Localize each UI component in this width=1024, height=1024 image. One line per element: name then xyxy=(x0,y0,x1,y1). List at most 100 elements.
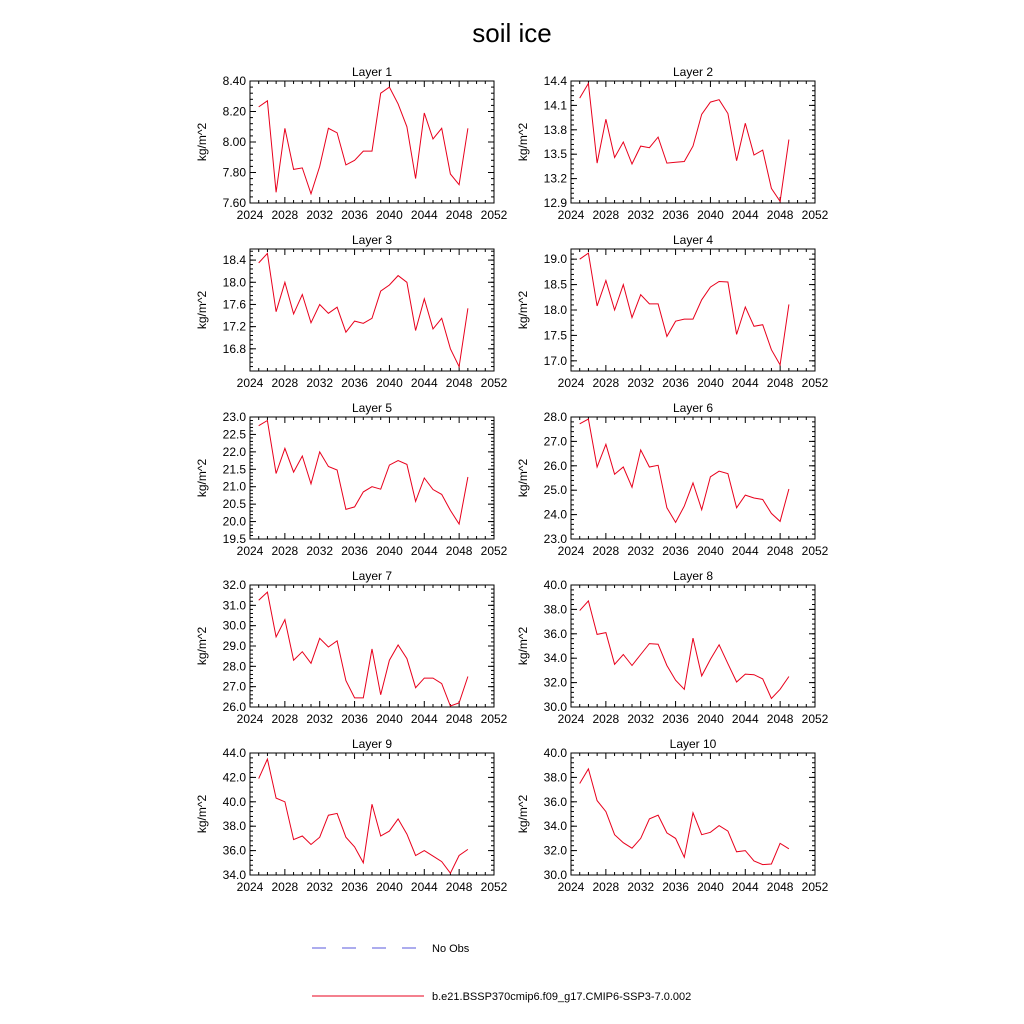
y-tick-label: 17.5 xyxy=(544,328,568,342)
y-axis-label: kg/m^2 xyxy=(195,627,209,666)
panel-title: Layer 9 xyxy=(352,737,392,751)
series-line xyxy=(579,81,790,203)
x-tick-label: 2036 xyxy=(662,544,689,558)
panel-title: Layer 6 xyxy=(673,401,713,415)
y-tick-label: 21.5 xyxy=(223,462,247,476)
series-line xyxy=(258,252,469,369)
y-tick-label: 31.0 xyxy=(223,598,247,612)
legend: No Obs b.e21.BSSP370cmip6.f09_g17.CMIP6-… xyxy=(312,943,691,1003)
x-tick-label: 2028 xyxy=(593,880,620,894)
x-tick-label: 2052 xyxy=(481,544,508,558)
x-tick-label: 2040 xyxy=(697,208,724,222)
y-tick-label: 20.5 xyxy=(223,497,247,511)
y-tick-label: 12.9 xyxy=(544,196,568,210)
y-tick-label: 32.0 xyxy=(223,578,247,592)
y-tick-label: 7.80 xyxy=(223,166,247,180)
x-tick-label: 2028 xyxy=(272,544,299,558)
y-tick-label: 17.6 xyxy=(223,297,247,311)
x-tick-label: 2040 xyxy=(376,544,403,558)
y-tick-label: 22.5 xyxy=(223,427,247,441)
x-tick-label: 2048 xyxy=(767,208,794,222)
y-tick-label: 16.8 xyxy=(223,342,247,356)
x-tick-label: 2044 xyxy=(732,208,759,222)
y-axis-label: kg/m^2 xyxy=(516,123,530,162)
x-tick-label: 2052 xyxy=(481,208,508,222)
x-tick-label: 2028 xyxy=(593,544,620,558)
x-tick-label: 2052 xyxy=(802,208,829,222)
y-tick-label: 29.0 xyxy=(223,639,247,653)
x-tick-label: 2040 xyxy=(697,376,724,390)
x-tick-label: 2028 xyxy=(593,712,620,726)
x-tick-label: 2024 xyxy=(237,376,264,390)
x-tick-label: 2040 xyxy=(376,880,403,894)
x-tick-label: 2048 xyxy=(446,376,473,390)
y-tick-label: 38.0 xyxy=(223,819,247,833)
x-tick-label: 2028 xyxy=(272,376,299,390)
panel-layer-10: Layer 10 2024 2028 2032 2036 2040 2044 2048 2052… xyxy=(516,737,829,894)
y-tick-label: 20.0 xyxy=(223,515,247,529)
panel-title: Layer 5 xyxy=(352,401,392,415)
y-tick-label: 36.0 xyxy=(544,795,568,809)
x-tick-label: 2036 xyxy=(662,880,689,894)
y-tick-label: 14.4 xyxy=(544,74,568,88)
y-tick-label: 27.0 xyxy=(223,680,247,694)
y-tick-label: 18.4 xyxy=(223,253,247,267)
x-tick-label: 2032 xyxy=(627,544,654,558)
x-tick-label: 2024 xyxy=(558,544,585,558)
series-line xyxy=(579,252,790,367)
y-tick-label: 40.0 xyxy=(544,578,568,592)
x-tick-label: 2036 xyxy=(341,208,368,222)
x-tick-label: 2028 xyxy=(272,712,299,726)
series-line xyxy=(258,591,469,707)
x-tick-label: 2024 xyxy=(558,376,585,390)
y-tick-label: 28.0 xyxy=(544,410,568,424)
x-tick-label: 2048 xyxy=(767,544,794,558)
x-tick-label: 2032 xyxy=(627,208,654,222)
y-tick-label: 25.0 xyxy=(544,483,568,497)
y-tick-label: 38.0 xyxy=(544,770,568,784)
x-tick-label: 2044 xyxy=(411,712,438,726)
x-tick-label: 2036 xyxy=(341,376,368,390)
y-tick-label: 8.20 xyxy=(223,105,247,119)
x-tick-label: 2024 xyxy=(237,208,264,222)
y-tick-label: 26.0 xyxy=(223,700,247,714)
x-tick-label: 2044 xyxy=(411,880,438,894)
x-tick-label: 2032 xyxy=(306,376,333,390)
x-tick-label: 2048 xyxy=(767,376,794,390)
plot-frame xyxy=(249,752,495,876)
x-tick-label: 2028 xyxy=(593,208,620,222)
plot-frame xyxy=(249,80,495,204)
x-tick-label: 2040 xyxy=(697,880,724,894)
x-tick-label: 2036 xyxy=(662,208,689,222)
x-tick-label: 2048 xyxy=(767,712,794,726)
y-tick-label: 27.0 xyxy=(544,434,568,448)
panel-layer-8: Layer 8 2024 2028 2032 2036 2040 2044 2048 2052 3… xyxy=(516,569,829,726)
x-tick-label: 2028 xyxy=(272,208,299,222)
x-tick-label: 2028 xyxy=(593,376,620,390)
x-tick-label: 2036 xyxy=(341,712,368,726)
y-axis-label: kg/m^2 xyxy=(516,795,530,834)
x-tick-label: 2024 xyxy=(237,544,264,558)
y-tick-label: 17.2 xyxy=(223,320,247,334)
plot-frame xyxy=(570,80,816,204)
panel-layer-4: Layer 4 2024 2028 2032 2036 2040 2044 2048 2052 1… xyxy=(516,233,829,390)
y-tick-label: 32.0 xyxy=(544,844,568,858)
y-tick-label: 40.0 xyxy=(544,746,568,760)
x-tick-label: 2028 xyxy=(272,880,299,894)
series-line xyxy=(579,599,790,700)
y-tick-label: 18.0 xyxy=(544,303,568,317)
y-tick-label: 18.0 xyxy=(223,275,247,289)
x-tick-label: 2044 xyxy=(732,544,759,558)
y-tick-label: 13.8 xyxy=(544,123,568,137)
x-tick-label: 2044 xyxy=(732,376,759,390)
x-tick-label: 2036 xyxy=(341,880,368,894)
panel-title: Layer 7 xyxy=(352,569,392,583)
y-tick-label: 24.0 xyxy=(544,508,568,522)
x-tick-label: 2040 xyxy=(376,376,403,390)
x-tick-label: 2044 xyxy=(732,712,759,726)
panel-layer-1: Layer 1 2024 2028 2032 2036 2040 2044 2048 2052 7… xyxy=(195,65,508,222)
series-line xyxy=(258,757,469,875)
x-tick-label: 2040 xyxy=(376,712,403,726)
panel-title: Layer 8 xyxy=(673,569,713,583)
